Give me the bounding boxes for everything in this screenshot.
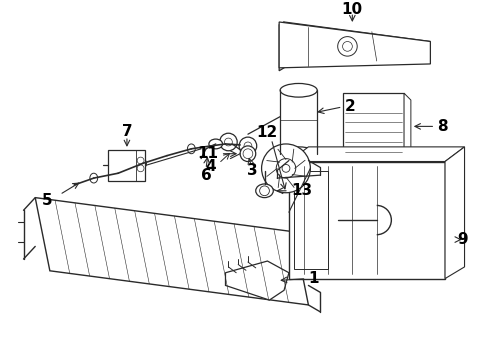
Circle shape: [294, 167, 303, 177]
Bar: [108, 150, 146, 181]
Text: 4: 4: [205, 159, 216, 174]
Circle shape: [239, 137, 257, 155]
Ellipse shape: [139, 159, 147, 168]
Text: 7: 7: [122, 124, 132, 139]
Polygon shape: [279, 22, 284, 71]
Circle shape: [137, 165, 144, 172]
Text: 1: 1: [308, 271, 319, 286]
Circle shape: [343, 41, 352, 51]
Text: 9: 9: [458, 232, 468, 247]
Text: 3: 3: [247, 163, 258, 178]
Text: 8: 8: [437, 119, 448, 134]
Ellipse shape: [188, 144, 195, 154]
Text: 11: 11: [197, 146, 219, 161]
Bar: [343, 93, 404, 154]
Circle shape: [220, 133, 237, 151]
Polygon shape: [279, 22, 430, 44]
Circle shape: [338, 37, 357, 56]
Ellipse shape: [90, 173, 98, 183]
Circle shape: [282, 165, 290, 172]
Ellipse shape: [209, 139, 222, 149]
Ellipse shape: [240, 146, 256, 162]
Circle shape: [260, 186, 270, 196]
Bar: [294, 171, 328, 269]
Ellipse shape: [280, 84, 317, 97]
Circle shape: [224, 138, 232, 146]
Text: 2: 2: [344, 99, 355, 114]
Polygon shape: [404, 93, 411, 159]
Text: 12: 12: [256, 125, 277, 140]
Text: 5: 5: [42, 193, 52, 208]
Text: 10: 10: [342, 2, 363, 17]
Circle shape: [137, 157, 144, 164]
Ellipse shape: [280, 147, 317, 161]
Polygon shape: [225, 261, 289, 300]
Polygon shape: [289, 162, 445, 279]
Circle shape: [262, 144, 310, 193]
Circle shape: [276, 159, 296, 178]
Circle shape: [244, 142, 252, 150]
Polygon shape: [445, 147, 465, 279]
Polygon shape: [279, 22, 430, 68]
Ellipse shape: [256, 184, 273, 198]
Circle shape: [243, 149, 253, 159]
Polygon shape: [289, 147, 465, 162]
Text: 13: 13: [291, 183, 312, 198]
Text: 6: 6: [200, 168, 211, 183]
Polygon shape: [35, 198, 308, 305]
